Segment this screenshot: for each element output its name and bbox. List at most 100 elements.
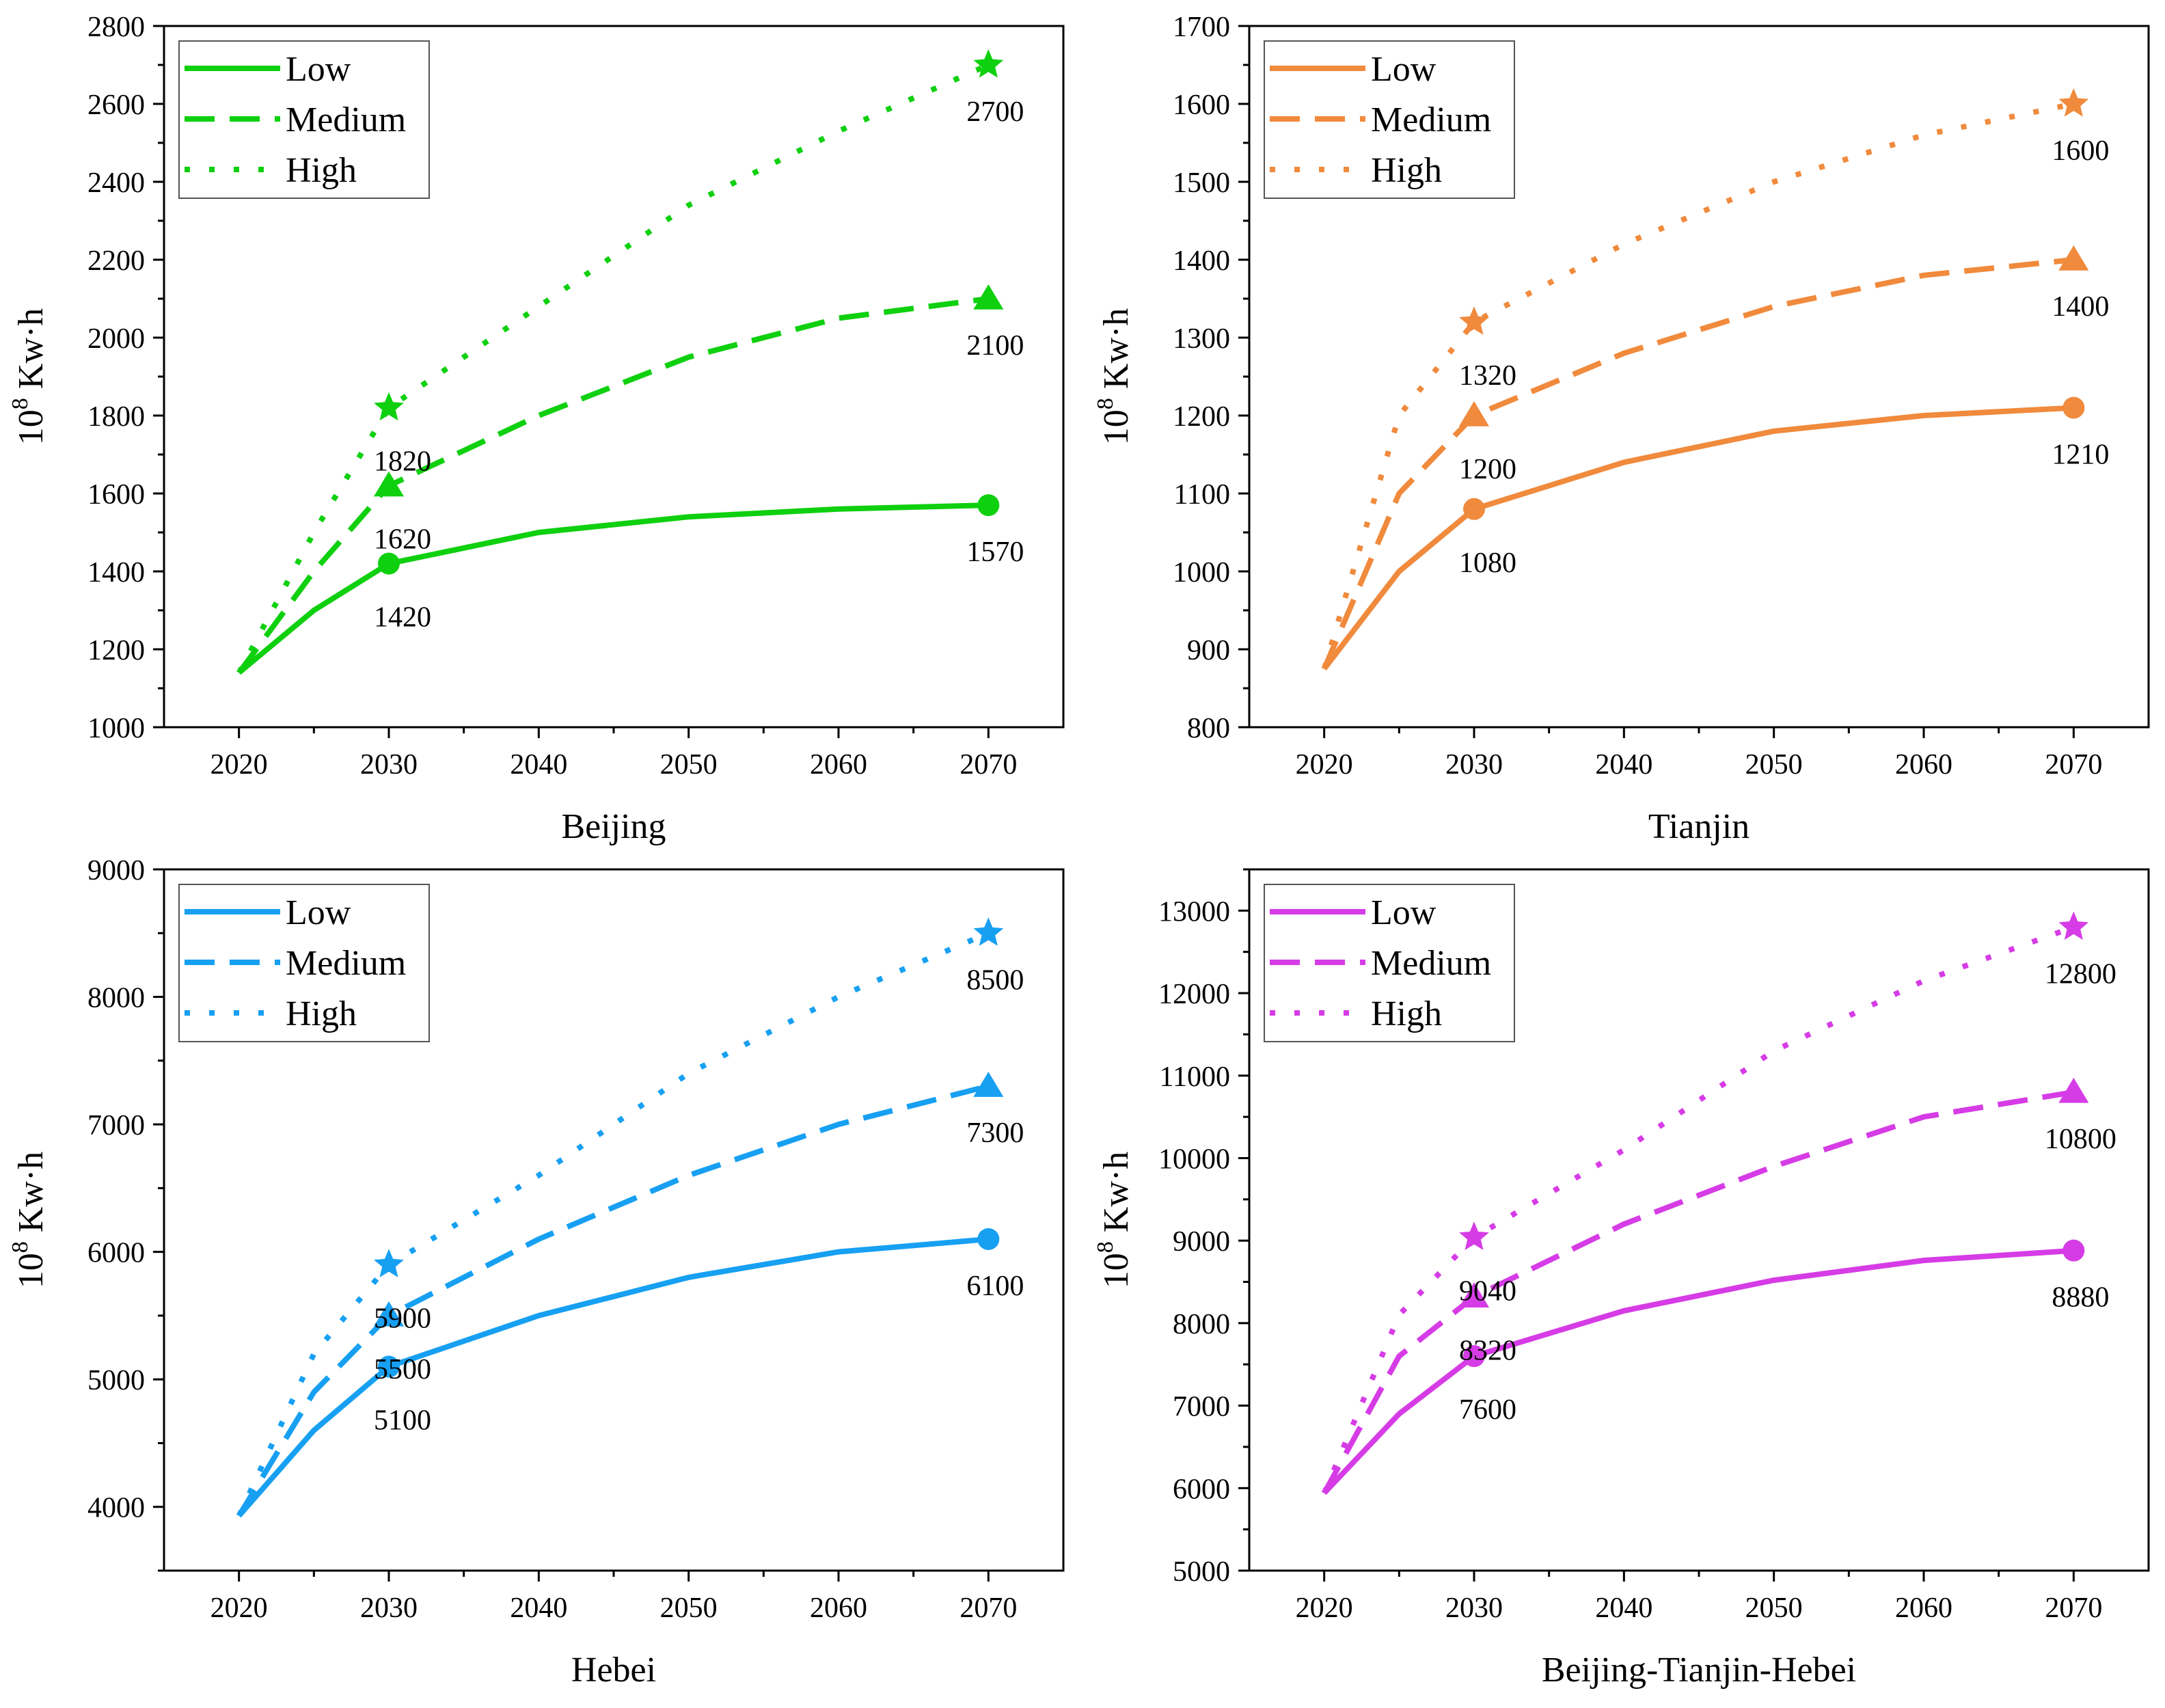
y-tick-label: 5000	[1173, 1556, 1230, 1588]
series-line-low	[1322, 405, 2074, 670]
legend-label-high: High	[1371, 994, 1442, 1033]
chart-panel-tianjin: 2020 2030 2040 2050 2060 2070 800 900 1000 1100 12…	[1093, 12, 2150, 846]
y-tick-label: 2000	[87, 323, 145, 355]
y-unit-exp: 8	[1093, 398, 1118, 409]
legend: Low Medium High	[1264, 884, 1515, 1042]
y-tick-label: 1400	[87, 557, 145, 588]
series-line-medium	[1322, 1089, 2074, 1495]
x-tick-label: 2070	[959, 749, 1017, 781]
data-label-medium-2030: 5500	[374, 1354, 431, 1385]
series-line-medium	[1322, 257, 2074, 670]
x-tick-label: 2070	[2045, 1592, 2102, 1624]
data-point-low-2030	[1463, 1345, 1485, 1368]
data-label-low-2070: 1210	[2052, 439, 2109, 471]
y-unit-exp: 8	[8, 1241, 33, 1253]
y-tick-label: 4000	[87, 1493, 145, 1524]
data-point-low-2030	[378, 1355, 400, 1378]
data-label-high-2070: 8500	[966, 964, 1024, 996]
y-unit-rest: Kw·h	[1097, 1152, 1136, 1241]
x-tick-label: 2050	[660, 749, 718, 781]
legend-label-high: High	[286, 151, 357, 190]
y-tick-label: 1200	[87, 635, 145, 666]
data-label-low-2070: 6100	[966, 1271, 1024, 1302]
x-axis-title: Tianjin	[1648, 807, 1749, 846]
data-label-medium-2030: 1200	[1459, 454, 1516, 485]
y-tick-label: 8000	[1173, 1309, 1230, 1340]
data-point-low-2070	[2062, 1239, 2085, 1262]
y-tick-label: 11000	[1160, 1061, 1230, 1093]
data-label-medium-2070: 2100	[966, 330, 1024, 362]
x-tick-label: 2030	[1445, 1592, 1503, 1624]
y-tick-label: 6000	[87, 1238, 145, 1269]
x-tick-label: 2060	[810, 1592, 867, 1624]
y-tick-label: 1200	[1173, 401, 1230, 433]
y-axis-title: 108 Kw·h	[8, 1152, 51, 1288]
y-tick-label: 7000	[1173, 1392, 1230, 1423]
y-unit-base: 10	[12, 1253, 51, 1288]
x-tick-label: 2050	[660, 1592, 718, 1624]
y-tick-label: 2600	[87, 90, 145, 121]
data-point-high-2030	[1459, 1221, 1489, 1250]
data-point-high-2070	[2058, 88, 2089, 117]
data-label-medium-2030: 1620	[374, 524, 431, 556]
legend: Low Medium High	[1264, 40, 1515, 199]
legend-label-high: High	[286, 994, 357, 1033]
y-tick-label: 12000	[1158, 979, 1230, 1010]
data-label-low-2030: 7600	[1459, 1394, 1516, 1426]
data-label-medium-2070: 10800	[2045, 1124, 2116, 1155]
data-point-low-2070	[977, 1228, 1000, 1250]
y-unit-exp: 8	[1093, 1241, 1118, 1253]
y-tick-label: 1800	[87, 401, 145, 433]
y-tick-label: 1400	[1173, 245, 1230, 277]
series-line-high	[236, 930, 990, 1517]
data-label-low-2070: 1570	[966, 537, 1024, 568]
y-tick-label: 8000	[87, 983, 145, 1014]
x-tick-label: 2040	[1595, 749, 1652, 781]
data-point-medium-2070	[2058, 245, 2089, 271]
data-point-medium-2030	[1458, 401, 1490, 426]
y-tick-label: 1500	[1173, 167, 1230, 199]
data-point-medium-2070	[2058, 1077, 2089, 1103]
data-point-high-2030	[374, 392, 404, 421]
data-point-high-2030	[1459, 306, 1489, 335]
data-point-medium-2070	[973, 284, 1004, 310]
x-axis-title: Hebei	[571, 1651, 656, 1690]
x-tick-label: 2030	[360, 749, 418, 781]
data-label-medium-2030: 8320	[1459, 1335, 1516, 1366]
data-point-medium-2070	[973, 1072, 1004, 1097]
x-tick-label: 2060	[1895, 1592, 1952, 1624]
data-point-low-2030	[1463, 498, 1485, 520]
y-tick-label: 9000	[1173, 1226, 1230, 1258]
y-unit-exp: 8	[8, 398, 33, 409]
series-line-low	[1322, 1247, 2074, 1495]
legend-label-medium: Medium	[286, 100, 406, 139]
x-tick-label: 2060	[1895, 749, 1952, 781]
legend-label-high: High	[1371, 151, 1442, 190]
x-tick-label: 2020	[1296, 749, 1353, 781]
series-line-low	[237, 502, 989, 675]
x-tick-label: 2040	[1595, 1592, 1652, 1624]
data-point-medium-2030	[373, 471, 405, 497]
y-axis-title: 108 Kw·h	[1093, 308, 1136, 445]
data-point-low-2030	[378, 552, 400, 575]
chart-panel-hebei: 2020 2030 2040 2050 2060 2070 4000 5000 6000 7000…	[8, 855, 1065, 1690]
y-tick-label: 1000	[1173, 557, 1230, 588]
data-label-low-2030: 5100	[374, 1405, 431, 1437]
legend-label-low: Low	[286, 50, 351, 89]
data-point-medium-2030	[1458, 1282, 1490, 1308]
legend: Low Medium High	[178, 40, 430, 199]
y-tick-label: 1300	[1173, 323, 1230, 355]
y-tick-label: 2800	[87, 12, 145, 43]
data-label-high-2030: 5900	[374, 1303, 431, 1334]
data-label-medium-2070: 7300	[966, 1117, 1024, 1149]
data-label-high-2030: 1820	[374, 446, 431, 478]
legend-label-medium: Medium	[286, 944, 406, 983]
data-point-low-2070	[2062, 396, 2085, 419]
data-label-high-2070: 12800	[2045, 958, 2116, 990]
y-tick-label: 1600	[87, 479, 145, 511]
y-unit-rest: Kw·h	[1097, 308, 1136, 398]
series-line-low	[236, 1236, 989, 1518]
legend-label-medium: Medium	[1371, 100, 1491, 139]
data-label-low-2030: 1420	[374, 602, 431, 634]
y-tick-label: 10000	[1158, 1143, 1230, 1175]
